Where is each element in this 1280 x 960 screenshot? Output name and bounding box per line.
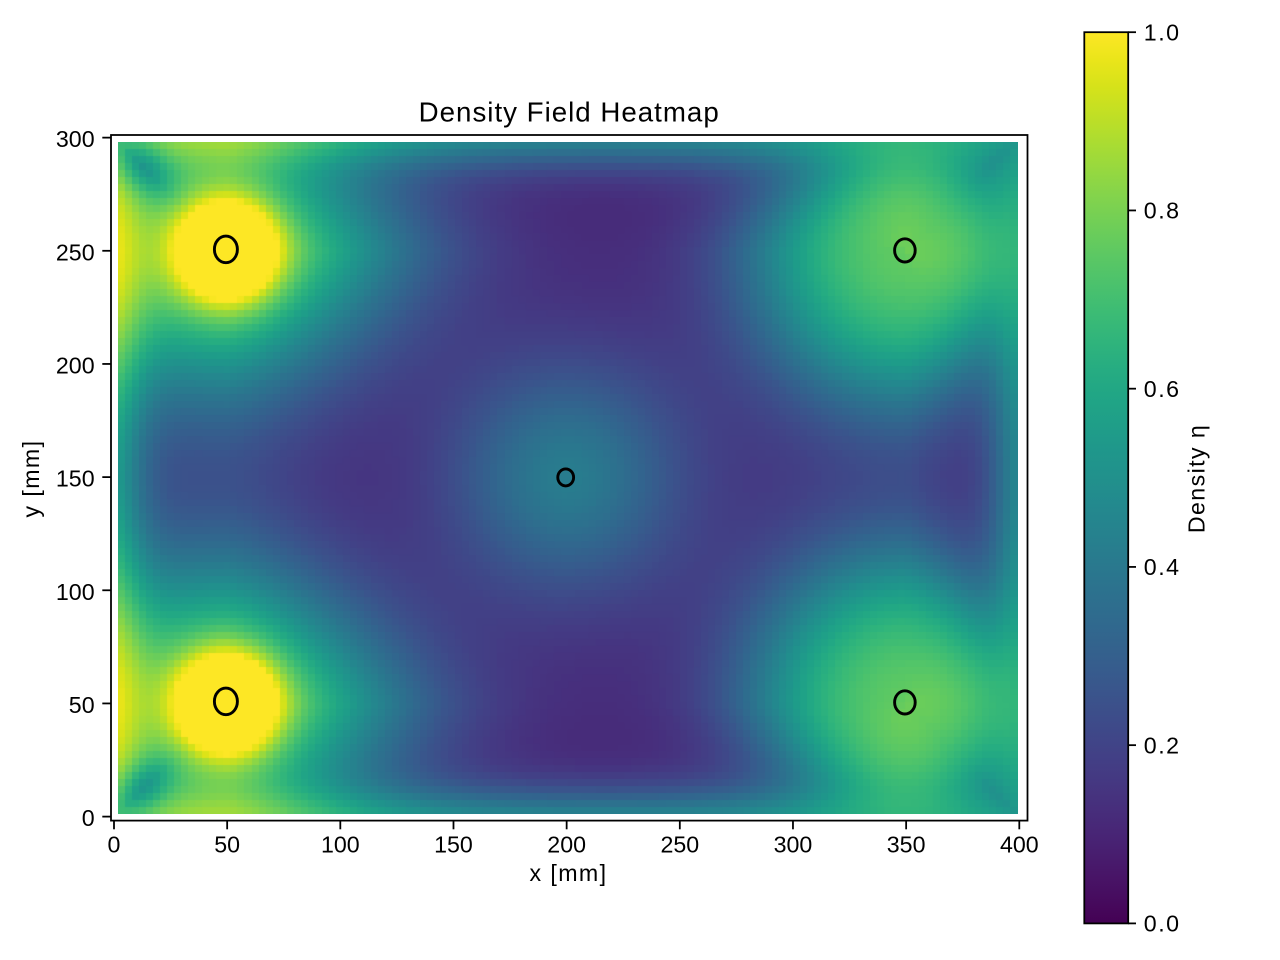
svg-text:1.0: 1.0 bbox=[1144, 19, 1181, 45]
svg-text:0: 0 bbox=[108, 832, 121, 858]
svg-text:50: 50 bbox=[69, 692, 95, 718]
svg-text:0.4: 0.4 bbox=[1144, 554, 1181, 580]
svg-text:50: 50 bbox=[214, 832, 240, 858]
svg-text:0: 0 bbox=[82, 805, 95, 831]
svg-text:Density Field Heatmap: Density Field Heatmap bbox=[419, 96, 720, 127]
svg-text:100: 100 bbox=[321, 832, 360, 858]
svg-text:0.0: 0.0 bbox=[1144, 911, 1181, 937]
svg-text:300: 300 bbox=[774, 832, 813, 858]
svg-text:200: 200 bbox=[547, 832, 586, 858]
svg-text:200: 200 bbox=[56, 352, 95, 378]
svg-text:400: 400 bbox=[1000, 832, 1039, 858]
svg-text:0.8: 0.8 bbox=[1144, 198, 1181, 224]
svg-text:0.2: 0.2 bbox=[1144, 732, 1181, 758]
svg-text:x [mm]: x [mm] bbox=[530, 860, 608, 886]
svg-text:Density η: Density η bbox=[1184, 424, 1210, 533]
svg-text:350: 350 bbox=[887, 832, 926, 858]
svg-text:y [mm]: y [mm] bbox=[18, 440, 44, 518]
svg-text:0.6: 0.6 bbox=[1144, 376, 1181, 402]
svg-text:250: 250 bbox=[660, 832, 699, 858]
svg-text:150: 150 bbox=[434, 832, 473, 858]
svg-text:150: 150 bbox=[56, 466, 95, 492]
svg-text:300: 300 bbox=[56, 126, 95, 152]
svg-text:250: 250 bbox=[56, 239, 95, 265]
svg-text:100: 100 bbox=[56, 579, 95, 605]
